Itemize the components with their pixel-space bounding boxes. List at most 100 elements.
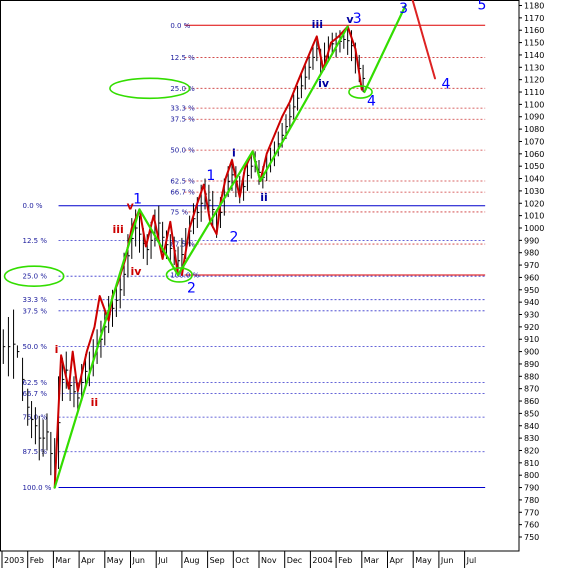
- x-tick-label: Sep: [210, 556, 225, 565]
- y-tick-label: 1160: [524, 26, 544, 35]
- y-tick-label: 1040: [524, 175, 544, 184]
- y-tick-label: 880: [524, 372, 539, 381]
- fib-level-label: 100.0 %: [170, 271, 199, 279]
- y-tick-label: 800: [524, 471, 539, 480]
- fib-level-label: 87.5 %: [170, 241, 195, 249]
- wave-label: iv: [131, 265, 143, 278]
- y-tick-label: 750: [524, 533, 539, 542]
- highlight-ellipse: [109, 77, 191, 100]
- x-tick-label: 2004: [312, 556, 332, 565]
- fib-level-label: 0.0 %: [23, 202, 43, 210]
- wave-label: 2: [187, 280, 196, 296]
- y-tick-label: 840: [524, 422, 539, 431]
- x-tick-label: Apr: [390, 556, 405, 565]
- y-tick-label: 790: [524, 484, 539, 493]
- y-tick-label: 920: [524, 323, 539, 332]
- y-tick-label: 850: [524, 409, 539, 418]
- wave-label: iii: [113, 223, 124, 236]
- x-tick-label: Aug: [184, 556, 200, 565]
- y-tick-label: 1000: [524, 224, 544, 233]
- wave-label: ii: [260, 191, 268, 204]
- y-tick-label: 1080: [524, 125, 544, 134]
- wave-label: iii: [312, 18, 323, 31]
- y-tick-label: 1070: [524, 137, 544, 146]
- highlight-ellipse: [165, 267, 193, 283]
- highlight-ellipse: [348, 85, 373, 99]
- y-tick-label: 830: [524, 434, 539, 443]
- y-tick-label: 770: [524, 508, 539, 517]
- x-tick-label: Apr: [81, 556, 96, 565]
- fib-level-label: 12.5 %: [23, 237, 48, 245]
- y-tick-label: 1110: [524, 88, 544, 97]
- y-tick-label: 970: [524, 261, 539, 270]
- y-tick-label: 1170: [524, 14, 544, 23]
- y-tick-label: 930: [524, 311, 539, 320]
- y-tick-label: 1010: [524, 212, 544, 221]
- wave-label: 5: [477, 0, 486, 13]
- y-tick-label: 860: [524, 397, 539, 406]
- y-tick-label: 1030: [524, 187, 544, 196]
- x-tick-label: Feb: [338, 556, 352, 565]
- fib-level-label: 66.7 %: [23, 390, 48, 398]
- fib-level-label: 66.7 %: [170, 189, 195, 197]
- y-tick-label: 900: [524, 348, 539, 357]
- wave-line-red: [180, 25, 363, 276]
- fib-level-label: 25.0 %: [23, 273, 48, 281]
- wave-line-green: [53, 25, 349, 489]
- wave-label: i: [232, 146, 236, 159]
- x-tick-label: Jun: [440, 556, 454, 565]
- fib-level-label: 62.5 %: [23, 379, 48, 387]
- fib-level-label: 25.0 %: [170, 85, 195, 93]
- wave-line-red: [411, 0, 436, 80]
- highlight-ellipse: [3, 265, 65, 287]
- fib-level-label: 37.5 %: [170, 116, 195, 124]
- y-tick-label: 910: [524, 335, 539, 344]
- wave-label: v: [127, 200, 135, 213]
- y-tick-label: 940: [524, 298, 539, 307]
- y-tick-label: 1050: [524, 162, 544, 171]
- wave-label: 3: [399, 1, 408, 17]
- y-tick-label: 960: [524, 273, 539, 282]
- x-tick-label: May: [107, 556, 124, 565]
- y-tick-label: 780: [524, 496, 539, 505]
- y-tick-label: 1060: [524, 150, 544, 159]
- y-tick-label: 1100: [524, 100, 544, 109]
- y-tick-label: 890: [524, 360, 539, 369]
- x-tick-label: Nov: [261, 556, 277, 565]
- fib-level-label: 75 %: [170, 208, 188, 216]
- y-tick-label: 870: [524, 385, 539, 394]
- x-tick-label: Jun: [132, 556, 146, 565]
- y-tick-label: 760: [524, 521, 539, 530]
- wave-label: iv: [318, 77, 330, 90]
- fib-level-label: 50.0 %: [23, 343, 48, 351]
- y-tick-label: 1140: [524, 51, 544, 60]
- fib-level-label: 87.5 %: [23, 448, 48, 456]
- wave-label: 1: [133, 191, 142, 207]
- x-tick-label: Mar: [364, 556, 380, 565]
- fib-level-label: 12.5 %: [170, 54, 195, 62]
- x-tick-label: Oct: [235, 556, 249, 565]
- wave-label: 4: [367, 94, 376, 110]
- wave-label: 3: [353, 11, 362, 27]
- x-tick-label: Mar: [55, 556, 71, 565]
- wave-label: ii: [91, 396, 99, 409]
- y-tick-label: 1090: [524, 113, 544, 122]
- fib-level-label: 62.5 %: [170, 178, 195, 186]
- y-tick-label: 1180: [524, 2, 544, 11]
- fib-level-label: 100.0 %: [23, 484, 52, 492]
- x-tick-label: Feb: [30, 556, 44, 565]
- y-tick-label: 810: [524, 459, 539, 468]
- fib-level-label: 0.0 %: [170, 22, 190, 30]
- fib-level-label: 33.3 %: [170, 105, 195, 113]
- x-tick-label: Jul: [466, 556, 477, 565]
- y-tick-label: 980: [524, 249, 539, 258]
- wave-label: 4: [441, 76, 450, 92]
- x-tick-label: May: [415, 556, 432, 565]
- x-tick-label: 2003: [4, 556, 24, 565]
- y-tick-label: 820: [524, 446, 539, 455]
- wave-label: i: [55, 343, 59, 356]
- x-tick-label: Jul: [157, 556, 168, 565]
- y-tick-label: 990: [524, 236, 539, 245]
- y-tick-label: 950: [524, 286, 539, 295]
